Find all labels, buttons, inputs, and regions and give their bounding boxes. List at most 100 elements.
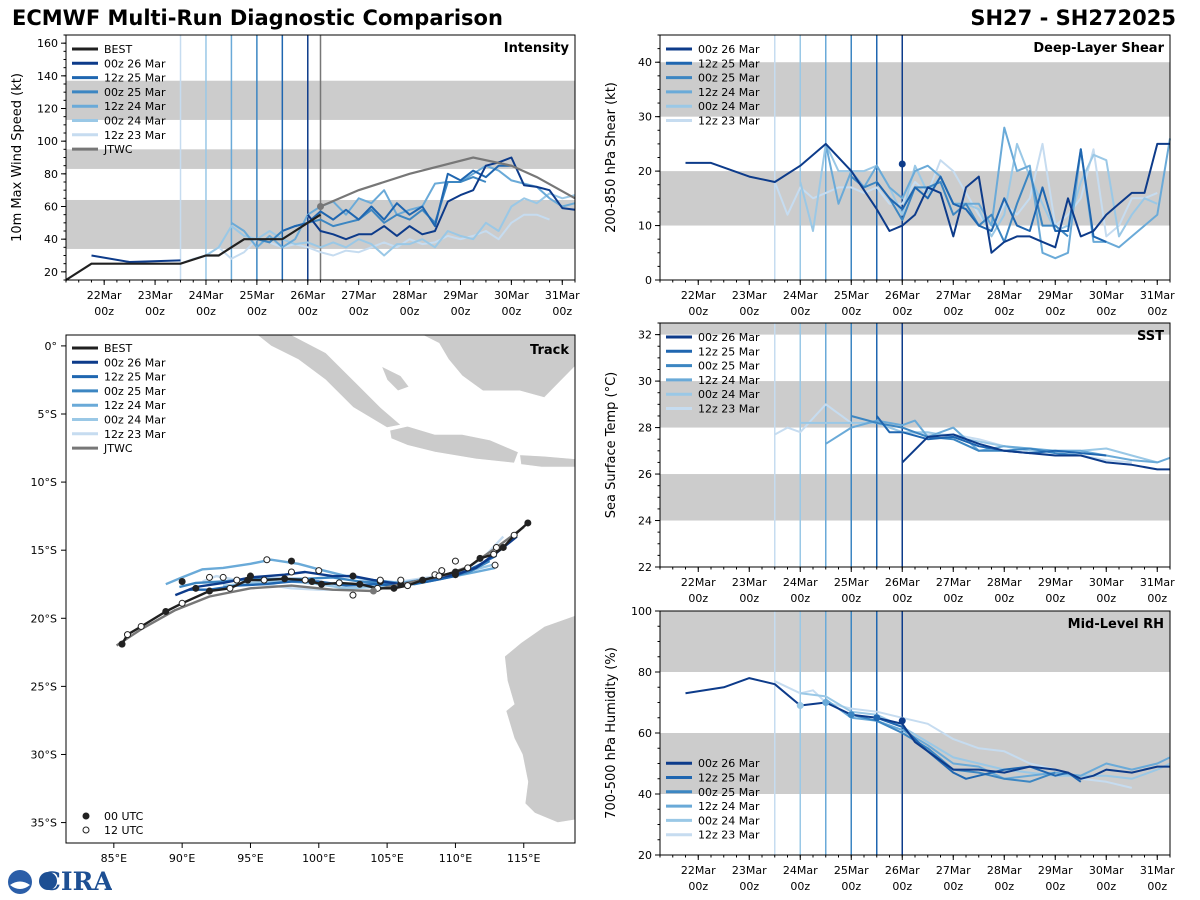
init-marker [873, 714, 881, 722]
point-00utc [287, 557, 295, 565]
init-marker [822, 699, 830, 706]
x-tick-label-hour: 00z [145, 305, 165, 318]
x-tick-label-hour: 00z [943, 592, 963, 605]
point-00utc [349, 572, 357, 580]
y-tick-label: 100 [37, 135, 58, 148]
best-point-00utc [356, 580, 364, 588]
globe-icon [39, 872, 57, 890]
best-point-12utc [510, 531, 518, 539]
series-12z-25-Mar [876, 148, 1107, 243]
point-12utc [438, 567, 446, 575]
best-point-12utc [335, 579, 343, 587]
x-tick-label-hour: 00z [943, 880, 963, 893]
point-00utc [308, 578, 316, 586]
threshold-band [660, 62, 1170, 117]
x-tick-label-hour: 00z [688, 305, 708, 318]
best-point-00utc [118, 640, 126, 648]
x-tick-label: 23Mar [138, 289, 173, 302]
legend-label: 00z 26 Mar [698, 43, 760, 56]
y-tick-label: 80 [638, 666, 652, 679]
legend-label: 00z 26 Mar [698, 331, 760, 344]
legend-label: JTWC [103, 143, 133, 156]
x-tick-label: 27Mar [936, 864, 971, 877]
series-00z-26-Mar [685, 142, 1170, 254]
x-tick-label-hour: 00z [247, 305, 267, 318]
x-tick-label: 30Mar [1089, 289, 1124, 302]
x-tick-label: 110°E [439, 852, 472, 865]
best-point-12utc [178, 599, 186, 607]
x-tick-label-hour: 00z [1147, 305, 1167, 318]
series-00z-26-Mar [91, 254, 181, 263]
x-tick-label: 24Mar [783, 864, 818, 877]
legend-label: 12z 23 Mar [104, 428, 166, 441]
x-tick-label-hour: 00z [790, 305, 810, 318]
best-point-12utc [123, 631, 131, 639]
x-tick-label: 30Mar [1089, 576, 1124, 589]
x-tick-label-hour: 00z [400, 305, 420, 318]
best-point-00utc [205, 587, 213, 595]
x-tick-label: 90°E [169, 852, 195, 865]
best-point-00utc [419, 576, 427, 584]
x-tick-label-hour: 00z [739, 305, 759, 318]
x-tick-label: 26Mar [290, 289, 325, 302]
y-tick-label: 100 [631, 605, 652, 618]
x-tick-label: 23Mar [732, 864, 767, 877]
x-tick-label-hour: 00z [1096, 305, 1116, 318]
x-tick-label: 23Mar [732, 289, 767, 302]
y-tick-label: 40 [638, 788, 652, 801]
legend-12utc-marker [82, 826, 90, 834]
logo-text: CIRA [41, 867, 112, 896]
panel-title: Deep-Layer Shear [1033, 41, 1164, 56]
x-tick-label-hour: 00z [892, 305, 912, 318]
bangka-land [381, 365, 410, 392]
panel-title: Track [530, 343, 569, 358]
x-tick-label: 85°E [101, 852, 127, 865]
y-tick-label: 140 [37, 70, 58, 83]
y-tick-label: 10°S [31, 476, 57, 489]
x-tick-label-hour: 00z [1045, 880, 1065, 893]
y-axis-label: Sea Surface Temp (°C) [604, 372, 619, 519]
cira-logo: CIRA [8, 867, 112, 896]
x-tick-label-hour: 00z [451, 305, 471, 318]
series-12z-24-Mar [824, 126, 1171, 260]
series-00z-26-Mar [307, 156, 576, 241]
sst-chart: 22 24 26 28 30 32 22Mar 00z 23Mar 00z 24Mar 00z 25Ma… [604, 322, 1175, 605]
y-tick-label: 0° [45, 340, 58, 353]
intensity-chart: 20 40 60 80 100 120 140 160 22Mar 00z 23Mar 00z 24Ma… [10, 34, 580, 318]
y-axis-label: 700-500 hPa Humidity (%) [604, 647, 619, 819]
x-tick-label: 29Mar [443, 289, 478, 302]
legend-label: JTWC [103, 442, 133, 455]
x-tick-label-hour: 00z [196, 305, 216, 318]
x-tick-label: 105°E [370, 852, 403, 865]
borneo-land [422, 335, 575, 398]
point-00utc [192, 584, 200, 592]
x-tick-label-hour: 00z [298, 305, 318, 318]
nusa-land [519, 454, 575, 468]
best-point-12utc [464, 564, 472, 572]
legend-label: 12z 25 Mar [104, 371, 166, 384]
point-12utc [263, 556, 271, 564]
y-tick-label: 24 [638, 515, 652, 528]
y-tick-label: 80 [44, 168, 58, 181]
jtwc-track-marker [369, 587, 377, 595]
legend-label: 12z 23 Mar [104, 129, 166, 142]
legend-label: 12z 24 Mar [698, 86, 760, 99]
legend-label: 00z 24 Mar [698, 100, 760, 113]
series-12z-25-Mar [876, 415, 1107, 457]
track-12z-24-Mar [165, 558, 496, 586]
legend-00utc-marker [82, 812, 90, 820]
x-tick-label: 95°E [237, 852, 263, 865]
x-tick-label: 29Mar [1038, 864, 1073, 877]
x-tick-label: 27Mar [936, 576, 971, 589]
legend-label: 00z 26 Mar [104, 57, 166, 70]
y-axis-label: 10m Max Wind Speed (kt) [10, 73, 25, 242]
series-00z-24-Mar [799, 142, 1158, 238]
x-tick-label: 27Mar [341, 289, 376, 302]
x-tick-label-hour: 00z [790, 880, 810, 893]
best-point-00utc [476, 554, 484, 562]
series-00z-26-Mar [685, 677, 1170, 780]
series-00z-26-Mar [901, 433, 1170, 471]
x-tick-label-hour: 00z [892, 592, 912, 605]
x-tick-label: 24Mar [189, 289, 224, 302]
series-00z-25-Mar [851, 415, 1081, 457]
